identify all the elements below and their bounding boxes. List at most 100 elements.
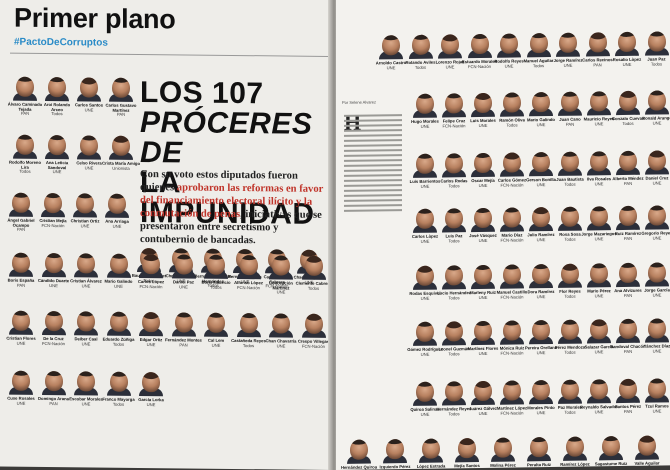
deputy-party: UNE — [420, 295, 430, 301]
deputy-portrait — [500, 33, 518, 54]
deputy-party: UNE — [594, 292, 604, 298]
deputy-portrait — [474, 207, 492, 229]
deputy-portrait — [44, 252, 63, 274]
deputy-caption: Juan Paz Todos — [638, 56, 670, 67]
deputy-portrait — [638, 435, 656, 456]
deputy-party: PAN — [16, 226, 26, 232]
deputy-party: Todos — [448, 410, 460, 417]
deputy-caption: Ronald Arango UNE — [638, 115, 670, 126]
deputy-portrait — [530, 437, 548, 458]
deputy-portrait — [422, 438, 440, 459]
deputy-party: PAN — [593, 61, 602, 68]
deputy-name: Sagastume Ruiz — [594, 460, 628, 467]
deputy-portrait — [561, 91, 579, 112]
deputy-party: Todos — [622, 120, 634, 126]
deputy-portrait — [416, 381, 434, 402]
deputy-portrait — [142, 254, 160, 275]
deputy-name: Ramírez López — [560, 461, 590, 467]
deputy-party: UNE — [81, 282, 91, 289]
deputy-portrait — [416, 208, 434, 229]
deputy-party: UNE — [420, 123, 430, 129]
deputy-portrait — [16, 76, 34, 97]
deputy-party: FCN-Nación — [301, 343, 326, 349]
deputy-party: UNE — [445, 63, 455, 70]
deputy-party: UNE — [594, 348, 604, 354]
deputy-portrait — [445, 265, 463, 286]
deputy-name: Izquierdo Pérez — [379, 463, 411, 470]
deputy-party: UNE — [420, 351, 430, 357]
deputy-party: UNE — [478, 182, 488, 188]
deputy-party: PAN — [116, 111, 126, 118]
deputy-portrait — [16, 134, 34, 155]
deputy-party: Todos — [307, 285, 320, 291]
deputy-party: UNE — [114, 283, 123, 289]
deputy-party: Todos — [532, 62, 545, 68]
deputy-portrait — [108, 193, 126, 214]
deputy-name: Mejía Santos — [454, 462, 480, 469]
deputy-caption: Tánchez Díaz UNE — [638, 343, 670, 354]
deputy-party: UNE — [594, 180, 604, 186]
deputy-party: Todos — [112, 341, 125, 347]
deputy-caption: Molina Pérez UNE — [484, 462, 522, 470]
deputy-portrait — [619, 378, 637, 400]
deputy-portrait — [590, 263, 608, 284]
deputy-party: UNE — [84, 165, 94, 171]
deputy-party: UNE — [478, 350, 488, 356]
deputy-party: UNE — [49, 282, 58, 288]
deputy-portrait — [272, 255, 290, 276]
deputy-portrait — [503, 264, 521, 285]
deputy-party: UNE — [276, 343, 286, 349]
deputy-portrait — [77, 371, 95, 392]
deputy-portrait — [618, 31, 636, 53]
deputy-portrait — [619, 262, 637, 284]
deputy-caption: Jorge García UNE — [638, 287, 670, 298]
article-text-column — [344, 111, 402, 215]
deputy-portrait — [77, 253, 95, 274]
deputy-portrait — [532, 92, 550, 113]
deputy-portrait — [532, 320, 550, 341]
deputy-portrait — [76, 193, 94, 214]
deputy-portrait — [602, 436, 620, 457]
deputy-portrait — [648, 318, 666, 339]
deputy-party: UNE — [276, 289, 286, 295]
section-hashtag: #PactoDeCorruptos — [14, 36, 108, 49]
deputy-portrait — [174, 254, 193, 275]
deputy-party: UNE — [386, 64, 396, 70]
deputy-portrait — [503, 92, 521, 113]
deputy-party: UNE — [642, 465, 652, 470]
deputy-portrait — [416, 93, 434, 114]
deputy-portrait — [559, 32, 577, 53]
deputy-portrait — [445, 93, 463, 114]
deputy-portrait — [590, 319, 608, 340]
deputy-portrait — [648, 262, 666, 283]
deputy-portrait — [445, 153, 463, 174]
deputy-caption: Clemente Cabrera Todos — [295, 281, 333, 292]
deputy-caption: Tzul Ramos UNE — [638, 403, 670, 414]
deputy-party: UNE — [420, 183, 430, 189]
deputy-party: Todos — [448, 237, 460, 244]
deputy-portrait — [648, 378, 666, 399]
deputy-party: UNE — [84, 107, 94, 113]
deputy-portrait — [648, 205, 666, 226]
deputy-party: UNE — [478, 410, 488, 416]
deputy-portrait — [474, 264, 492, 286]
deputy-party: Todos — [650, 61, 663, 67]
deputy-portrait — [503, 380, 521, 401]
deputy-party: FCN-Nación — [139, 283, 163, 289]
deputy-party: UNE — [536, 349, 546, 355]
deputy-party: UNE — [16, 340, 26, 346]
deputy-portrait — [561, 263, 579, 284]
deputy-party: Todos — [564, 293, 576, 299]
deputy-portrait — [382, 35, 400, 56]
deputy-portrait — [503, 152, 521, 173]
deputy-party: UNE — [536, 236, 546, 242]
deputy-party: UNE — [211, 342, 221, 348]
deputy-party: FCN-Nación — [41, 222, 65, 228]
deputy-caption: García Lorka UNE — [132, 397, 170, 408]
deputy-party: Todos — [564, 181, 576, 187]
headline-line-2: PRÓCERES DE — [140, 105, 313, 170]
deputy-party: Todos — [506, 122, 518, 128]
deputy-portrait — [411, 34, 430, 55]
deputy-caption: Crespo Villegas FCN-Nación — [295, 339, 333, 350]
deputy-portrait — [532, 264, 550, 285]
